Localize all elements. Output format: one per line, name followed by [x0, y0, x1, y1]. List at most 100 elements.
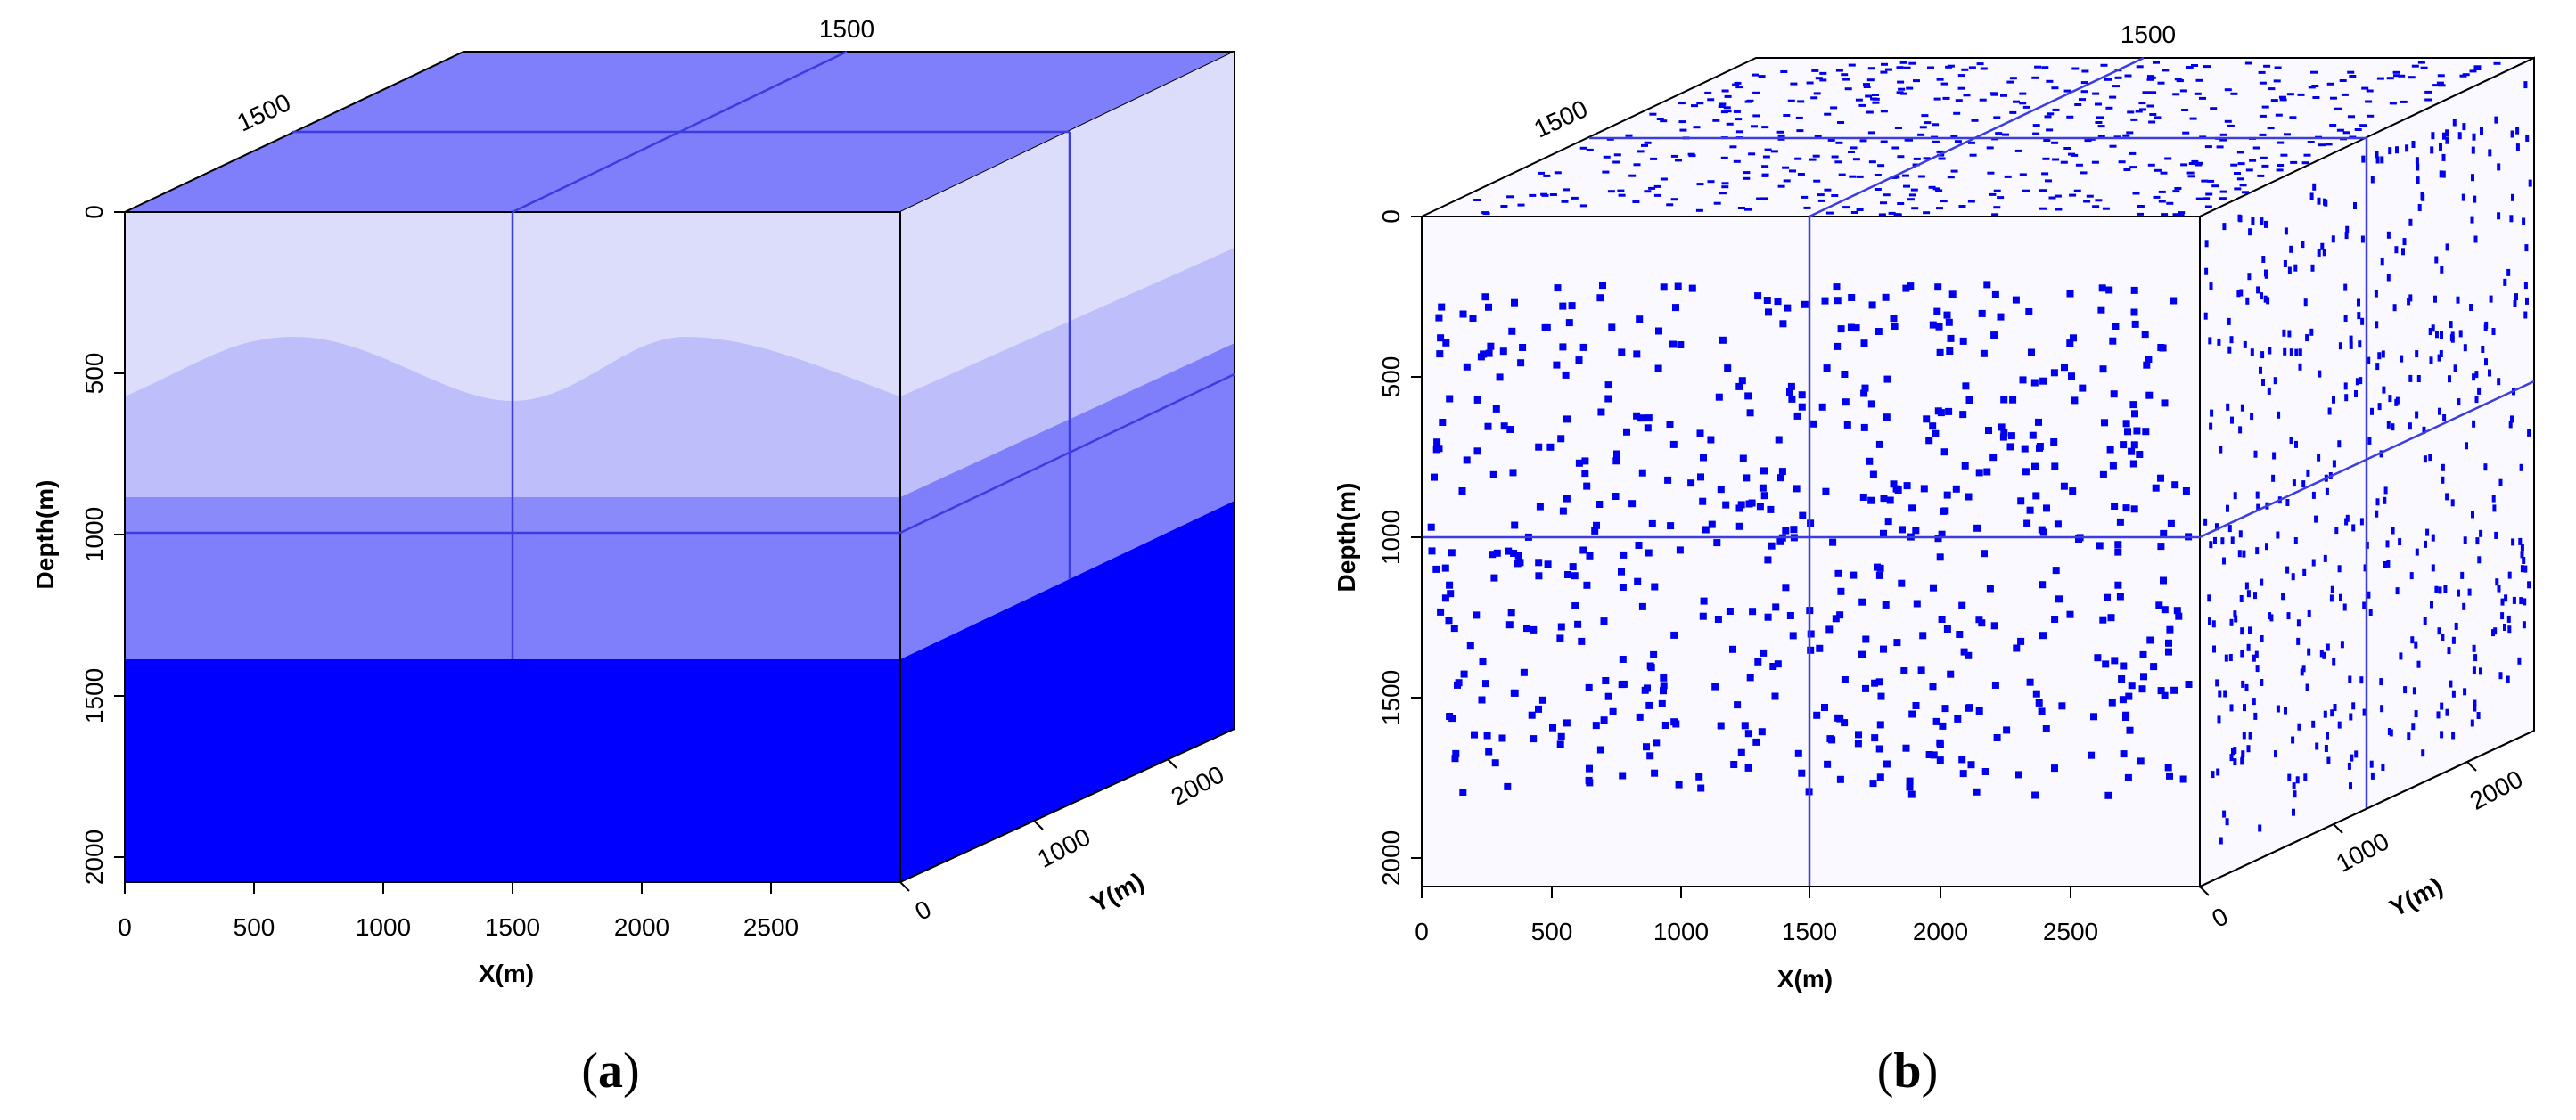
scatter-point — [1483, 732, 1491, 740]
scatter-point — [2470, 719, 2474, 727]
scatter-point — [2264, 271, 2268, 279]
scatter-point — [1943, 491, 1951, 499]
scatter-point — [2025, 308, 2033, 315]
scatter-point — [2354, 750, 2359, 758]
scatter-point — [1962, 382, 1970, 390]
scatter-point — [2209, 282, 2213, 290]
scatter-point — [1832, 615, 1840, 623]
scatter-point — [1801, 195, 1809, 199]
scatter-point — [2473, 235, 2478, 243]
scatter-point — [1993, 206, 2001, 209]
scatter-point — [2139, 650, 2147, 658]
scatter-point — [2433, 295, 2437, 303]
scatter-point — [1987, 171, 1995, 175]
scatter-point — [2058, 702, 2066, 710]
scatter-point — [2311, 720, 2316, 728]
scatter-point — [2298, 363, 2302, 371]
slice-lines — [1422, 56, 2535, 887]
scatter-point — [1687, 479, 1695, 487]
scatter-point — [2242, 550, 2246, 558]
scatter-point — [1517, 203, 1525, 207]
scatter-point — [1653, 739, 1661, 747]
scatter-point — [2300, 668, 2304, 676]
scatter-point — [2268, 87, 2276, 91]
scatter-point — [2215, 679, 2219, 687]
scatter-point — [1574, 620, 1582, 628]
scatter-point — [1687, 152, 1695, 156]
scatter-point — [1720, 156, 1728, 159]
scatter-point — [2224, 88, 2232, 92]
scatter-point — [2124, 74, 2132, 78]
scatter-point — [2043, 139, 2051, 142]
scatter-point — [2325, 487, 2329, 495]
scatter-point — [1837, 325, 1845, 333]
scatter-point — [2388, 147, 2392, 155]
scatter-point — [2294, 440, 2298, 448]
scatter-point — [2436, 81, 2444, 85]
scatter-point — [2026, 678, 2034, 686]
scatter-point — [1888, 211, 1896, 215]
scatter-point — [2386, 77, 2394, 80]
scatter-point — [2136, 451, 2144, 458]
scatter-point — [1900, 92, 1907, 95]
scatter-point — [1485, 303, 1492, 311]
scatter-point — [1932, 429, 1940, 437]
scatter-point — [2287, 330, 2292, 338]
scatter-point — [2457, 132, 2462, 140]
scatter-point — [1491, 759, 1499, 767]
scatter-point — [2102, 207, 2110, 210]
scatter-point — [2311, 85, 2319, 87]
scatter-point — [2441, 634, 2445, 641]
scatter-point — [2107, 614, 2115, 622]
scatter-point — [2518, 537, 2523, 545]
scatter-point — [1817, 199, 1825, 202]
scatter-point — [2420, 66, 2428, 69]
scatter-point — [2337, 721, 2342, 729]
scatter-point — [2195, 197, 2203, 200]
scatter-point — [2042, 725, 2050, 732]
scatter-point — [1803, 206, 1811, 209]
scatter-point — [1607, 190, 1615, 193]
y-tick: 2000 — [2465, 764, 2528, 815]
scatter-point — [2437, 354, 2441, 362]
scatter-point — [1563, 719, 1571, 727]
scatter-point — [2291, 573, 2295, 581]
scatter-point — [2136, 65, 2144, 69]
scatter-point — [2228, 654, 2233, 661]
scatter-point — [2494, 116, 2498, 124]
scatter-point — [1872, 101, 1880, 104]
scatter-point — [1746, 409, 1754, 417]
scatter-point — [2296, 637, 2301, 645]
scatter-point — [1946, 347, 1954, 355]
scatter-point — [1635, 542, 1643, 549]
scatter-point — [1782, 584, 1790, 592]
scatter-point — [2172, 93, 2180, 96]
scatter-point — [2112, 85, 2120, 88]
scatter-point — [1903, 184, 1910, 188]
scatter-point — [2019, 92, 2027, 95]
scatter-point — [1737, 207, 1745, 209]
scatter-point — [1799, 511, 1807, 519]
scatter-point — [1496, 373, 1504, 381]
scatter-point — [1947, 334, 1955, 342]
scatter-point — [2286, 93, 2294, 96]
scatter-point — [1933, 97, 1941, 101]
x-tick: 1000 — [356, 913, 411, 941]
scatter-point — [2324, 745, 2328, 752]
scatter-point — [2442, 132, 2446, 140]
scatter-point — [2284, 227, 2288, 235]
scatter-point — [1883, 760, 1891, 768]
scatter-point — [2375, 151, 2379, 159]
scatter-point — [2149, 113, 2157, 116]
scatter-point — [1797, 100, 1805, 103]
scatter-point — [1670, 198, 1678, 201]
scatter-point — [2097, 135, 2105, 138]
scatter-point — [1760, 467, 1768, 475]
scatter-point — [2358, 340, 2362, 348]
scatter-point — [1700, 597, 1708, 605]
scatter-point — [2034, 65, 2042, 69]
scatter-point — [2263, 64, 2271, 68]
scatter-point — [2158, 200, 2166, 203]
scatter-point — [2277, 411, 2281, 419]
scatter-point — [1764, 613, 1772, 621]
